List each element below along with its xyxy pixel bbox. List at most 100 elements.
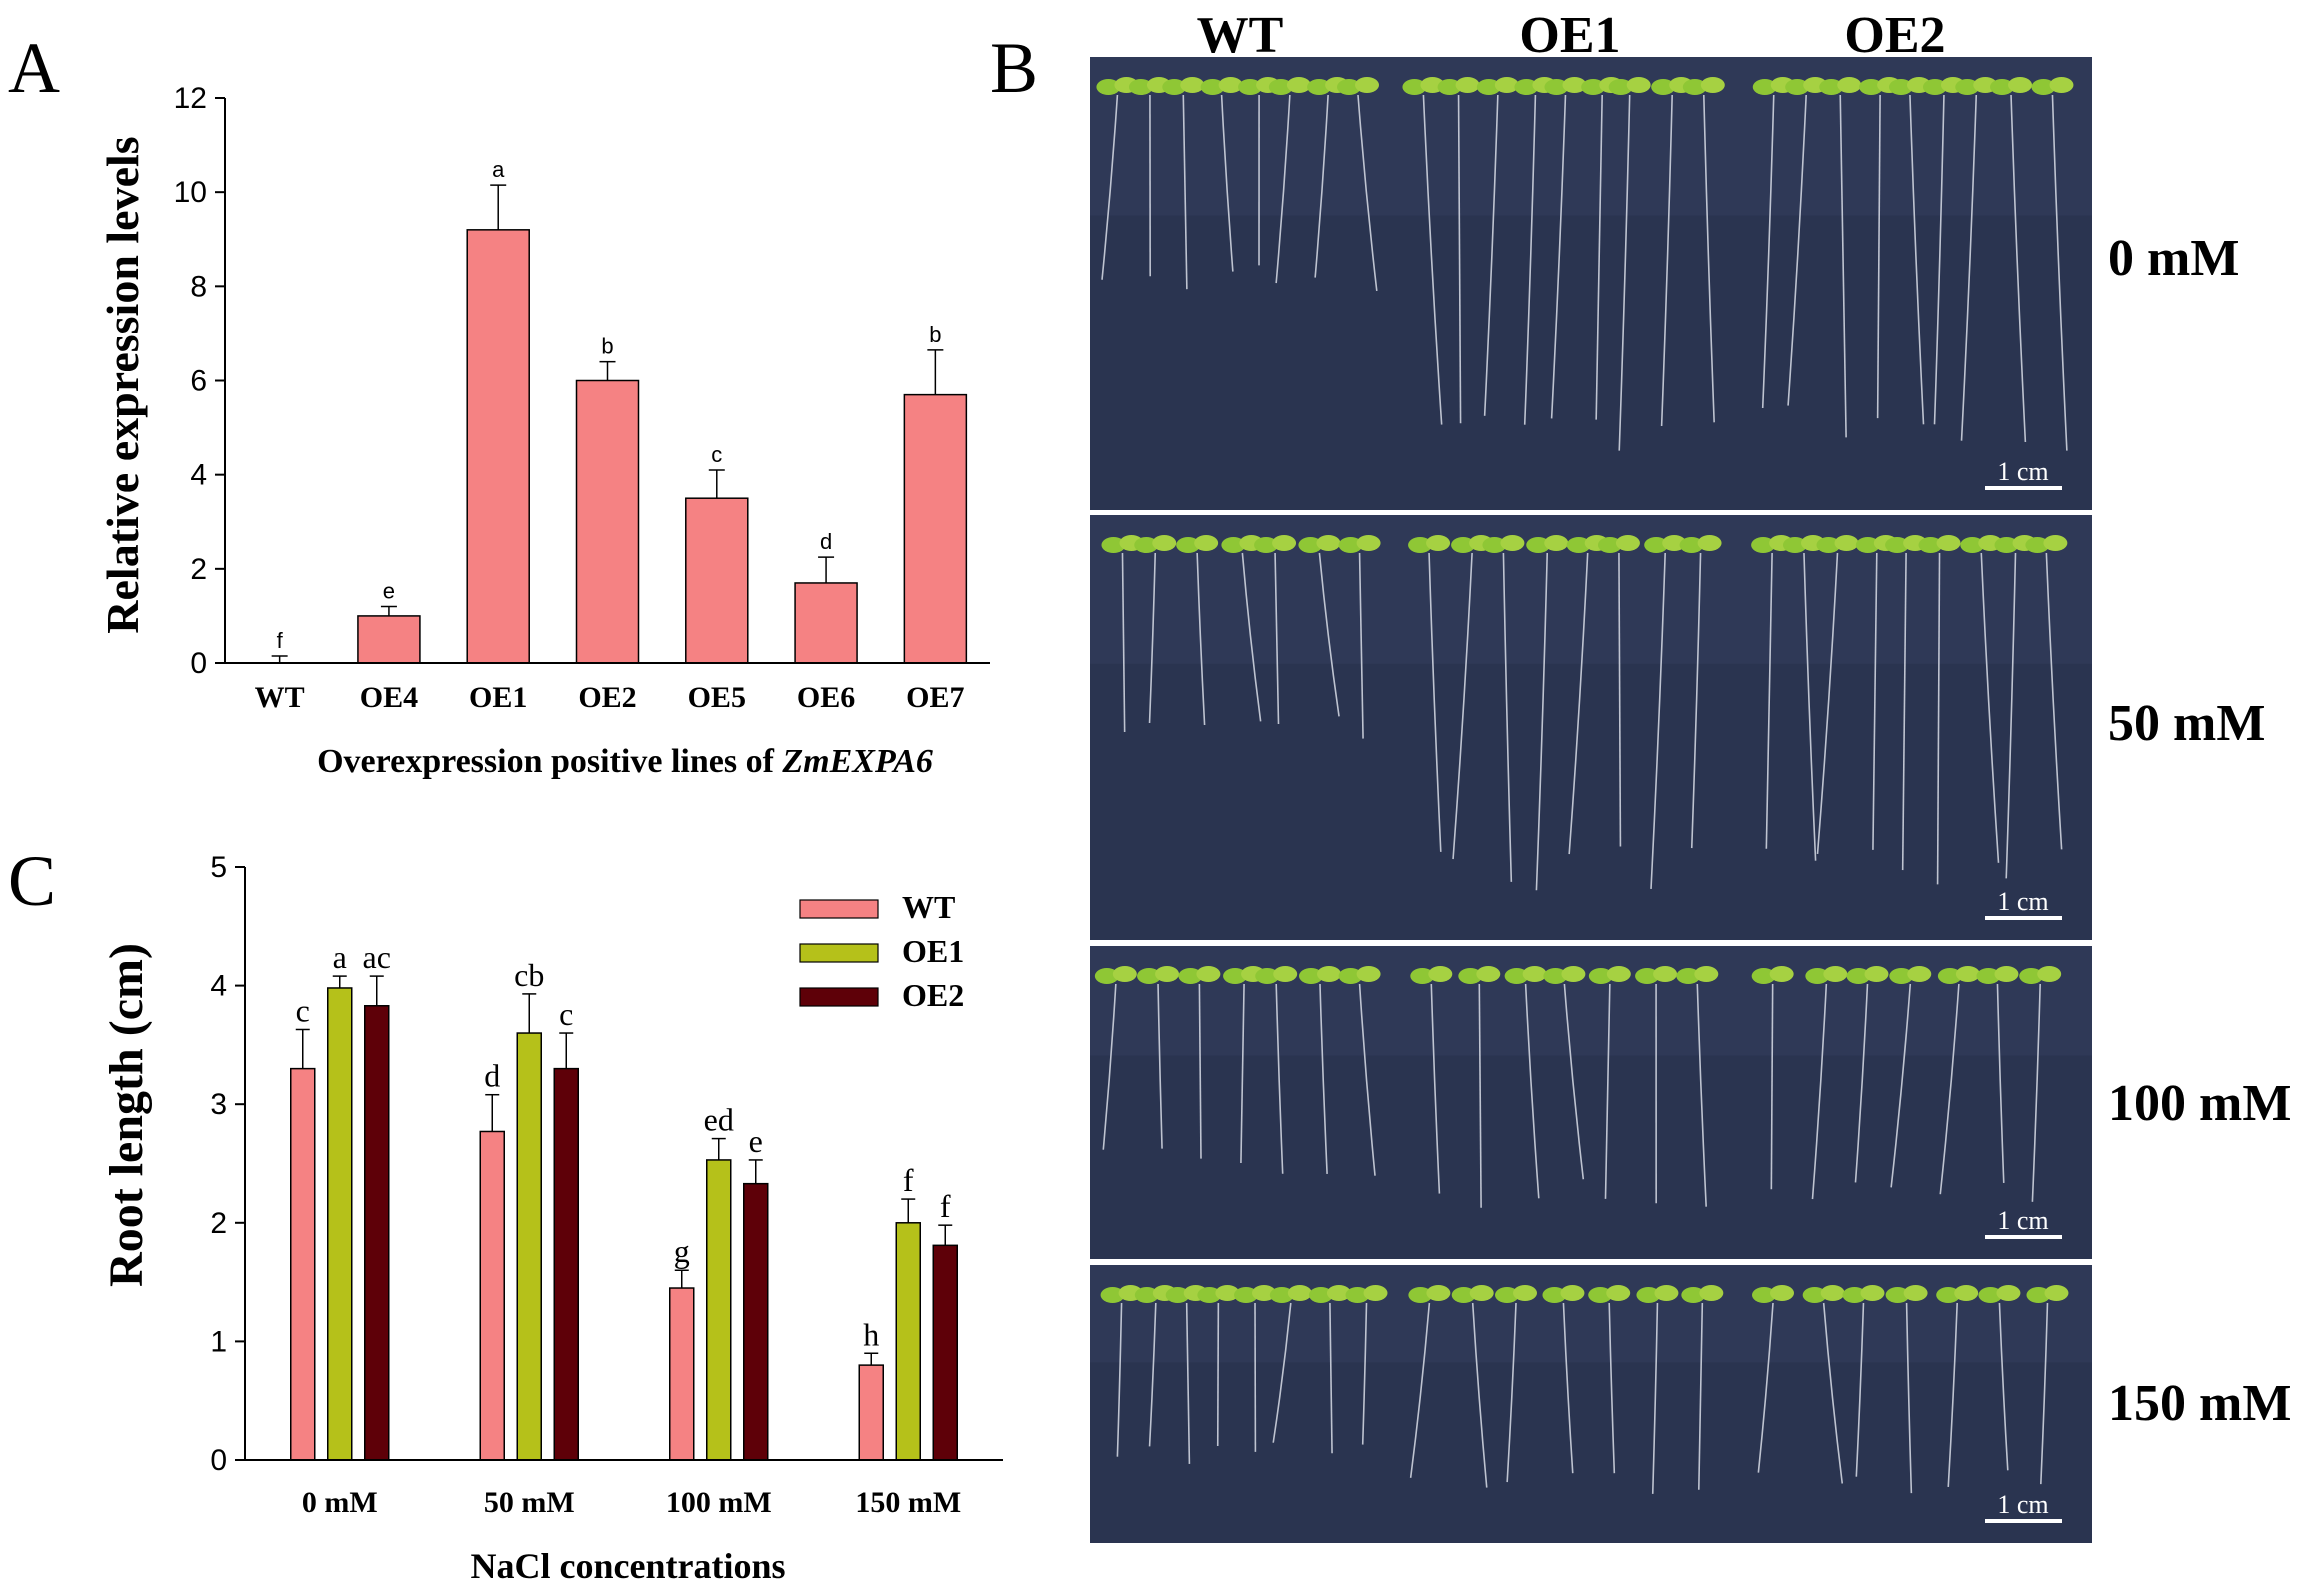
seedling-root — [1523, 94, 1537, 425]
seedling-root — [1933, 94, 1945, 425]
bar-a-OE6 — [794, 582, 858, 664]
seedling-leaf — [1837, 77, 1862, 93]
seedling-leaf — [1855, 537, 1880, 553]
seedling-leaf — [2037, 966, 2062, 982]
seedling-root — [2051, 94, 2068, 451]
seedling-root — [1329, 1302, 1333, 1454]
panel-letter-a: A — [8, 28, 60, 108]
seedling-root — [1275, 983, 1284, 1174]
seedling-root — [1358, 983, 1376, 1176]
seedling-leaf — [1990, 79, 2015, 95]
seedling-leaf — [1651, 79, 1676, 95]
bar-c-OE2-0 mM — [364, 1005, 390, 1461]
seedling-root — [1314, 94, 1329, 278]
ytick-label-c-5: 5 — [210, 851, 227, 884]
seedling-root — [1960, 94, 1978, 441]
seedling-leaf — [1100, 1287, 1125, 1303]
seedling-leaf — [1978, 1287, 2003, 1303]
seedling-leaf — [1954, 1285, 1979, 1301]
seedling-root — [1855, 1302, 1865, 1477]
seedling-root — [1608, 1302, 1616, 1474]
seedling-root — [1196, 552, 1206, 726]
xtick-label-c-100 mM: 100 mM — [666, 1486, 772, 1519]
seedling-root — [1478, 983, 1482, 1208]
seedling-leaf — [1681, 1287, 1706, 1303]
seedling-root — [1690, 552, 1702, 849]
seedling-leaf — [1752, 79, 1777, 95]
seedling-root — [1757, 1302, 1774, 1473]
ytick-label-a-4: 4 — [190, 459, 207, 492]
seedling-leaf — [1134, 1287, 1159, 1303]
ytick-label-c-0: 0 — [210, 1444, 227, 1477]
bar-a-OE7 — [903, 393, 968, 664]
seedling-leaf — [1816, 537, 1841, 553]
seedling-leaf — [2049, 77, 2074, 93]
seedling-leaf — [1514, 79, 1539, 95]
seedling-leaf — [1112, 966, 1137, 982]
sig-letter-c-OE2-50 mM: c — [559, 996, 573, 1032]
plate-0 mM — [1090, 57, 2092, 510]
seedling-root — [1618, 94, 1631, 451]
sig-letter-c-OE1-50 mM: cb — [514, 957, 544, 993]
seedling-leaf — [1221, 537, 1246, 553]
seedling-leaf — [1606, 966, 1631, 982]
sig-letter-a-OE2: b — [601, 334, 613, 359]
seedling-leaf — [1682, 79, 1707, 95]
seedling-leaf — [1676, 968, 1701, 984]
seedling-leaf — [1298, 968, 1323, 984]
sig-letter-c-WT-50 mM: d — [484, 1058, 500, 1094]
seedling-root — [1980, 552, 2000, 863]
ytick-label-c-4: 4 — [210, 970, 227, 1003]
chart-c-axes: 0 mM 50 mM 100 mM 150 mM 0 1 2 3 4 5 — [210, 851, 1003, 1519]
sig-letter-c-OE1-0 mM: a — [333, 939, 347, 975]
seedling-leaf — [1197, 1287, 1222, 1303]
sig-letter-a-OE6: d — [820, 529, 832, 554]
ytick-label-a-2: 2 — [190, 553, 207, 586]
seedling-root — [1216, 1302, 1220, 1447]
chart-c-legend: WT OE1 OE2 — [799, 889, 964, 1013]
plate-sheen-100 mM — [1090, 946, 2092, 1056]
photo-column-WT: WT — [1197, 7, 1284, 64]
seedling-leaf — [1802, 1287, 1827, 1303]
ytick-label-c-1: 1 — [210, 1325, 227, 1358]
seedling-root — [1822, 1302, 1844, 1484]
seedling-root — [1121, 552, 1126, 733]
seedling-leaf — [1338, 537, 1363, 553]
legend-swatch-WT — [799, 899, 879, 919]
seedling-leaf — [1495, 1287, 1520, 1303]
seedling-leaf — [1326, 1285, 1351, 1301]
seedling-leaf — [1654, 1285, 1679, 1301]
seedling-leaf — [1955, 79, 1980, 95]
seedling-leaf — [2031, 79, 2056, 95]
seedling-root — [1471, 1302, 1488, 1488]
photo-row-0mM: 0 mM — [2108, 230, 2239, 287]
seedling-root — [1157, 983, 1163, 1149]
seedling-root — [1182, 94, 1188, 290]
seedling-root — [1101, 94, 1119, 280]
panel-letter-c: C — [8, 841, 56, 921]
seedling-root — [1803, 552, 1817, 861]
scale-bar-label-0 mM: 1 cm — [1997, 457, 2048, 486]
seedling-leaf — [1476, 79, 1501, 95]
seedling-leaf — [1700, 77, 1725, 93]
seedling-root — [1698, 1302, 1704, 1490]
bar-c-OE2-100 mM — [743, 1182, 769, 1461]
seedling-root — [1909, 94, 1925, 425]
seedling-root — [1811, 983, 1828, 1200]
seedling-root — [1452, 552, 1473, 860]
bar-c-OE1-150 mM — [895, 1222, 921, 1461]
ytick-label-a-10: 10 — [174, 176, 207, 209]
seedling-root — [1272, 1302, 1292, 1443]
seedling-leaf — [2026, 1287, 2051, 1303]
seedling-leaf — [1500, 535, 1525, 551]
photo-row-100mM: 100 mM — [2108, 1075, 2291, 1132]
legend-label-OE1: OE1 — [902, 933, 964, 969]
seedling-leaf — [1785, 79, 1810, 95]
seedling-leaf — [1469, 1285, 1494, 1301]
seedling-leaf — [1408, 1287, 1433, 1303]
seedling-leaf — [1544, 79, 1569, 95]
seedling-leaf — [1566, 537, 1591, 553]
seedling-root — [1947, 1302, 1958, 1488]
sig-letter-a-OE7: b — [929, 322, 941, 347]
